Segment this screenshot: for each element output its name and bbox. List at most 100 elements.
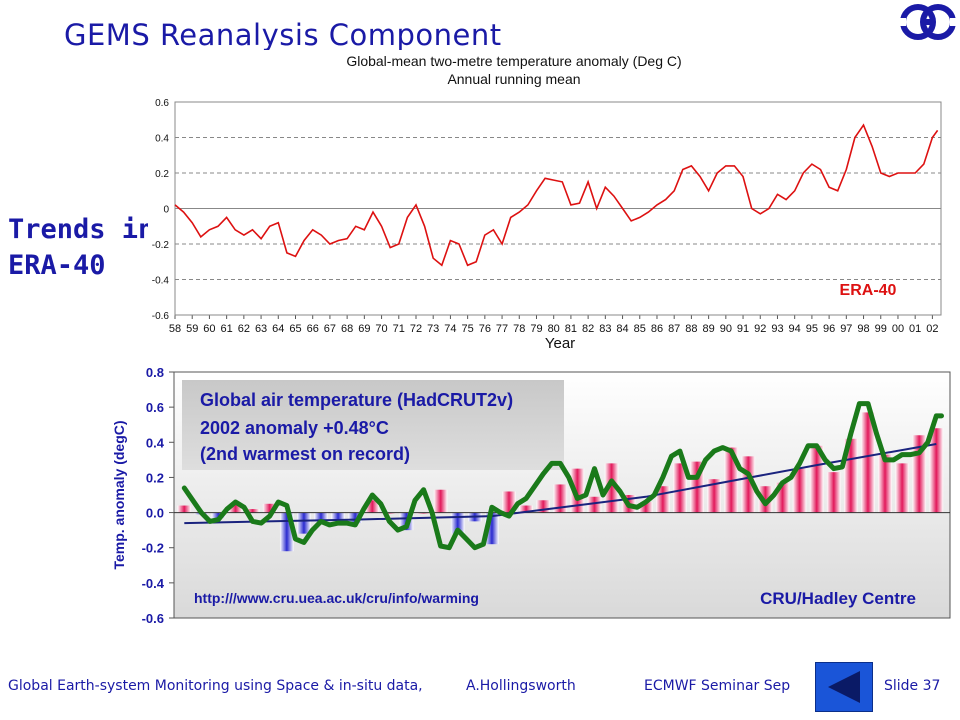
anomaly-bar xyxy=(228,503,243,513)
x-tick-label: 71 xyxy=(393,323,405,335)
trend-line xyxy=(184,443,937,525)
side-heading-line2: ERA-40 xyxy=(8,250,106,281)
anomaly-bar xyxy=(314,512,328,522)
y-tick-label: 0.6 xyxy=(146,400,164,415)
x-tick-label: 78 xyxy=(513,323,525,335)
x-tick-label: 73 xyxy=(427,323,439,335)
anomaly-bar xyxy=(792,468,807,513)
era40-series-line xyxy=(174,123,939,267)
anomaly-bar xyxy=(809,445,824,513)
x-tick-label: 68 xyxy=(341,323,353,335)
x-tick-label: 83 xyxy=(599,323,611,335)
x-tick-label: 82 xyxy=(582,323,594,335)
source-url: http:///www.cru.uea.ac.uk/cru/info/warmi… xyxy=(194,590,479,606)
chart-subtitle: Annual running mean xyxy=(447,71,580,87)
hadcrut-chart: 0.8 0.6 0.4 0.2 0.0 -0.2 -0.4 -0.6 Global air t… xyxy=(111,365,951,626)
anomaly-bar xyxy=(262,503,277,513)
x-tick-label: 72 xyxy=(410,323,422,335)
slide-title: GEMS Reanalysis Component xyxy=(64,18,502,52)
ecmwf-logo-icon xyxy=(900,4,956,40)
y-tick-label: 0.2 xyxy=(155,169,169,180)
x-tick-label: 69 xyxy=(358,323,370,335)
x-tick-label: 74 xyxy=(444,323,456,335)
x-tick-label: 76 xyxy=(479,323,491,335)
info-title: Global air temperature (HadCRUT2v) xyxy=(200,390,513,410)
chart-title: Global-mean two-metre temperature anomal… xyxy=(346,53,681,69)
y-tick-label: -0.4 xyxy=(152,276,170,287)
anomaly-bar xyxy=(348,512,363,524)
x-tick-label: 86 xyxy=(651,323,663,335)
x-tick-label: 97 xyxy=(840,323,852,335)
anomaly-bar xyxy=(570,468,585,513)
x-tick-label: 84 xyxy=(616,323,628,335)
x-tick-label: 77 xyxy=(496,323,508,335)
anomaly-bar xyxy=(433,489,448,513)
footer-slide-number: Slide 37 xyxy=(884,678,941,694)
previous-slide-button[interactable] xyxy=(815,662,873,712)
y-tick-label: 0.4 xyxy=(146,435,165,450)
x-tick-label: 62 xyxy=(238,323,250,335)
x-tick-label: 67 xyxy=(324,323,336,335)
info-box xyxy=(182,380,564,470)
anomaly-bar xyxy=(331,512,345,520)
y-tick-label: -0.6 xyxy=(152,311,170,322)
anomaly-bar xyxy=(177,505,192,513)
x-tick-label: 81 xyxy=(565,323,577,335)
y-tick-label: -0.2 xyxy=(152,240,170,251)
side-heading-line1: Trends in xyxy=(8,214,155,245)
anomaly-bar xyxy=(673,463,687,513)
info-anomaly: 2002 anomaly +0.48°C xyxy=(200,418,389,438)
y-tick-label: 0.2 xyxy=(146,470,164,485)
era40-chart: Global-mean two-metre temperature anomal… xyxy=(148,50,948,356)
y-tick-label: 0.8 xyxy=(146,365,164,380)
anomaly-bar xyxy=(211,512,226,518)
x-tick-label: 98 xyxy=(857,323,869,335)
y-tick-label: -0.2 xyxy=(142,541,164,556)
source-credit: CRU/Hadley Centre xyxy=(760,589,916,608)
y-tick-label: 0 xyxy=(163,205,169,216)
y-tick-label: -0.4 xyxy=(142,576,165,591)
anomaly-bar xyxy=(895,463,909,513)
x-tick-label: 75 xyxy=(462,323,474,335)
x-tick-label: 89 xyxy=(702,323,714,335)
anomaly-bar xyxy=(878,454,892,513)
x-tick-label: 61 xyxy=(221,323,233,335)
x-tick-label: 96 xyxy=(823,323,835,335)
x-tick-label: 93 xyxy=(771,323,783,335)
x-tick-label: 60 xyxy=(203,323,215,335)
x-tick-label: 63 xyxy=(255,323,267,335)
x-tick-label: 88 xyxy=(685,323,697,335)
x-tick-label: 85 xyxy=(634,323,646,335)
chart-background xyxy=(148,50,948,356)
anomaly-bar xyxy=(297,512,311,534)
x-tick-label: 90 xyxy=(720,323,732,335)
x-tick-label: 64 xyxy=(272,323,284,335)
footer-author: A.Hollingsworth xyxy=(466,678,576,694)
anomaly-bar xyxy=(519,505,533,513)
anomaly-bar xyxy=(844,438,858,513)
x-tick-label: 99 xyxy=(875,323,887,335)
anomaly-bar xyxy=(587,496,602,513)
triangle-left-icon xyxy=(828,671,860,703)
x-tick-label: 00 xyxy=(892,323,904,335)
anomaly-bar xyxy=(929,428,944,513)
x-tick-label: 80 xyxy=(548,323,560,335)
x-tick-label: 58 xyxy=(169,323,181,335)
anomaly-bar xyxy=(553,484,568,513)
y-tick-label: -0.6 xyxy=(142,611,164,626)
anomaly-bar xyxy=(826,472,841,513)
anomaly-bar xyxy=(758,486,773,513)
x-tick-label: 92 xyxy=(754,323,766,335)
anomaly-bar xyxy=(861,412,875,513)
y-axis-label: Temp. anomaly (degC) xyxy=(111,420,127,569)
anomaly-bar xyxy=(245,509,260,513)
era40-overlay-line xyxy=(181,401,944,551)
anomaly-bar xyxy=(707,479,721,513)
x-tick-label: 70 xyxy=(375,323,387,335)
era40-annotation: ERA-40 xyxy=(840,282,897,299)
x-tick-label: 66 xyxy=(307,323,319,335)
side-heading: Trends in ERA-40 xyxy=(8,212,154,284)
x-tick-label: 65 xyxy=(289,323,301,335)
footer-left: Global Earth-system Monitoring using Spa… xyxy=(8,678,423,694)
x-tick-label: 94 xyxy=(789,323,801,335)
